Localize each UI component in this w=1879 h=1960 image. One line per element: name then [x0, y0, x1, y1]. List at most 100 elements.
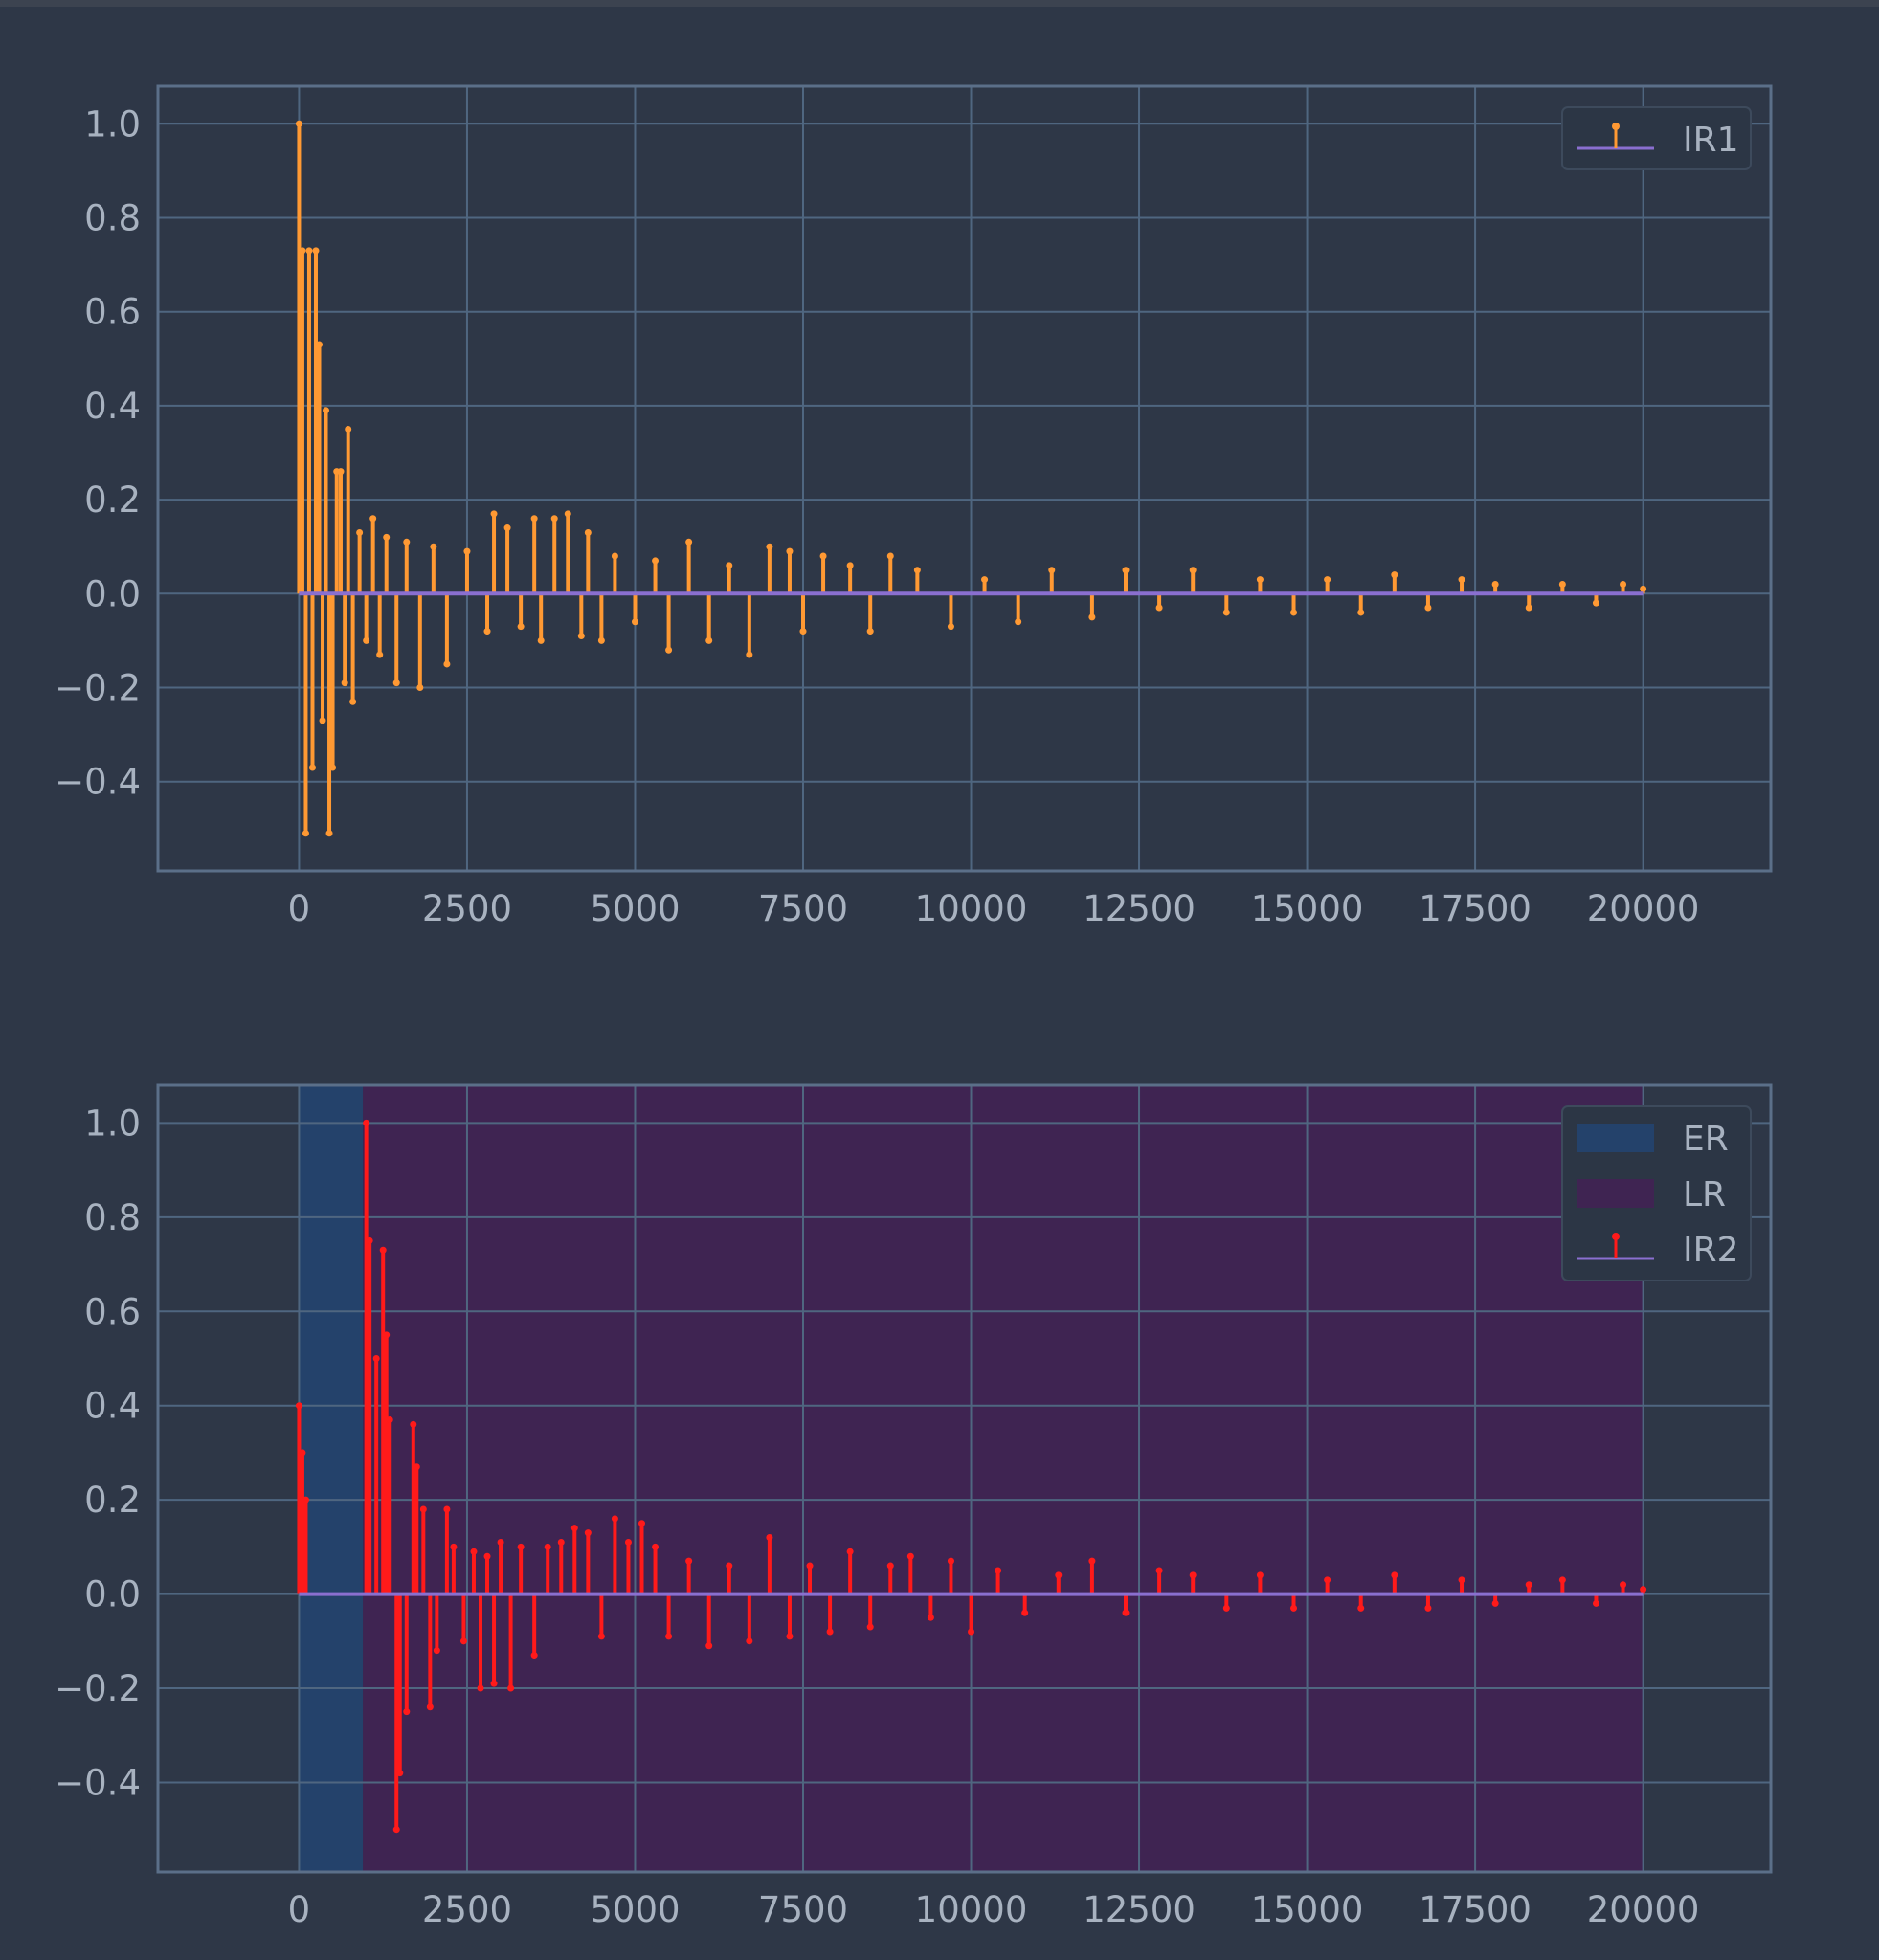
stem-marker [490, 1680, 498, 1687]
y-tick-label: 0.4 [84, 1386, 141, 1427]
stem-marker [1525, 604, 1532, 612]
y-tick-label: 0.8 [84, 1197, 141, 1238]
stem-marker [341, 679, 348, 687]
stem-marker [376, 651, 384, 658]
stem-marker [403, 538, 411, 546]
x-tick-label: 5000 [590, 1889, 680, 1930]
stem-marker [947, 623, 954, 631]
x-tick-label: 17500 [1419, 888, 1532, 929]
stem-marker [345, 425, 352, 433]
stem-marker [995, 1567, 1002, 1574]
stem-marker [517, 1543, 525, 1550]
stem-marker [705, 1642, 713, 1650]
stem-marker [1357, 1604, 1365, 1612]
stem-marker [705, 636, 713, 644]
stem-marker [517, 623, 525, 631]
y-tick-label: 0.6 [84, 292, 141, 333]
stem-marker [726, 1562, 733, 1570]
stem-marker [325, 830, 333, 837]
stem-marker [349, 698, 357, 705]
chart-panel-1: 0 2500 5000 7500 10000 12500 15000 17500 20000 1.… [55, 84, 1773, 929]
stem-marker [746, 651, 753, 658]
stem-marker [624, 1538, 632, 1546]
stem-marker [497, 1538, 504, 1546]
x-tick-label: 7500 [758, 1889, 848, 1930]
stem-marker [337, 468, 345, 476]
stem-marker [1558, 580, 1566, 588]
series-ir2 [295, 1119, 1647, 1834]
stem-marker [1620, 580, 1627, 588]
stem-marker [372, 1354, 380, 1362]
legend-swatch-lr [1577, 1179, 1654, 1208]
x-tick-label: 20000 [1587, 888, 1700, 929]
stem-marker [396, 1770, 404, 1777]
stem-marker [652, 557, 660, 565]
stem-marker [430, 543, 437, 550]
stem-marker [1055, 1571, 1063, 1579]
stem-marker [323, 407, 330, 414]
stem-marker [927, 1614, 934, 1621]
region-lr [363, 1085, 1644, 1872]
stem-marker [483, 628, 491, 635]
stem-marker [886, 552, 894, 560]
stem-marker [369, 515, 377, 523]
stem-marker [652, 1543, 660, 1550]
legend-label: IR1 [1683, 121, 1739, 160]
stem-marker [638, 1520, 645, 1527]
stem-marker [1324, 576, 1331, 584]
stem-marker [410, 1420, 417, 1428]
stem-marker [530, 515, 538, 523]
stem-marker [308, 764, 316, 771]
stem-marker [1155, 604, 1163, 612]
stem-marker [906, 1552, 914, 1560]
axes-frame [156, 84, 1773, 873]
x-tick-label: 7500 [758, 888, 848, 929]
stem-marker [366, 1236, 373, 1244]
stem-marker [1222, 1604, 1230, 1612]
stem-marker [319, 717, 326, 724]
axes-frame [156, 1083, 1773, 1874]
stem-marker [459, 1637, 467, 1645]
y-tick-label: 0.2 [84, 479, 141, 521]
plot-area [158, 86, 1771, 871]
y-tick-label: 0.8 [84, 197, 141, 238]
stem-marker [866, 1623, 874, 1631]
stem-marker [1391, 571, 1398, 579]
stem-marker [416, 684, 424, 692]
stem-marker [302, 1496, 309, 1503]
legend-label: IR2 [1683, 1231, 1739, 1270]
x-tick-label: 12500 [1083, 888, 1196, 929]
legend: IR1 [1561, 106, 1752, 170]
stem-marker [312, 247, 320, 255]
y-tick-label: −0.2 [55, 668, 141, 709]
stem-marker [537, 636, 545, 644]
window-top-edge [0, 0, 1879, 7]
stem-marker [1122, 1609, 1130, 1616]
stem-marker [570, 1525, 578, 1532]
series-ir1 [295, 120, 1647, 837]
stem-marker [386, 1415, 393, 1423]
stem-marker [1592, 1599, 1599, 1607]
stem-marker [1122, 567, 1130, 574]
stem-marker [826, 1628, 834, 1636]
stem-marker [557, 1538, 565, 1546]
stem-marker [665, 646, 673, 654]
stem-marker [507, 1684, 515, 1692]
stem-marker [299, 1449, 306, 1457]
stem-marker [1525, 1581, 1532, 1589]
stem-marker [806, 1562, 814, 1570]
stem-marker [913, 567, 921, 574]
stem-marker [363, 636, 370, 644]
legend-label: ER [1683, 1120, 1729, 1159]
stem-marker [584, 528, 592, 536]
x-tick-label: 2500 [422, 888, 512, 929]
stem-marker [1021, 1609, 1029, 1616]
stem-marker [299, 247, 306, 255]
x-tick-label: 10000 [915, 1889, 1028, 1930]
stem-marker [383, 533, 391, 541]
stem-marker [1424, 1604, 1432, 1612]
stem-marker [886, 1562, 894, 1570]
y-tick-label: 0.4 [84, 386, 141, 427]
stem-marker [799, 628, 807, 635]
